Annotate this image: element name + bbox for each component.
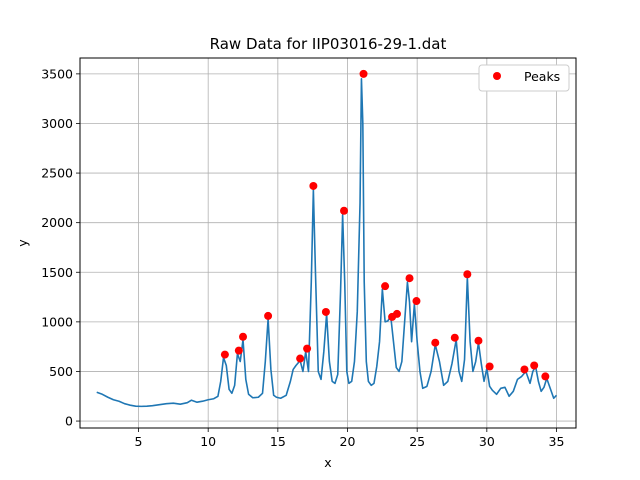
peak-marker [239,332,248,341]
peak-marker [220,350,229,359]
y-tick-label: 3000 [41,116,73,131]
data-line [96,78,558,408]
y-tick-label: 1500 [41,265,73,280]
peak-marker [340,206,349,215]
y-tick-label: 500 [49,364,73,379]
grid-lines [80,58,576,428]
peak-marker [412,297,421,306]
x-tick-label: 20 [340,434,356,449]
peak-marker [405,274,414,283]
x-tick-label: 25 [409,434,425,449]
y-axis-label: y [15,239,30,247]
peak-marker [463,270,472,279]
peak-marker [541,372,550,381]
peak-marker [450,333,459,342]
y-tick-label: 2000 [41,215,73,230]
peak-markers [220,69,550,381]
legend-marker-peaks [493,72,501,80]
y-tick-label: 0 [65,414,73,429]
peak-marker [392,309,401,318]
peak-marker [359,69,368,78]
peak-marker [321,307,330,316]
y-axis-ticks: 0 500 1000 1500 2000 2500 3000 3500 [41,66,80,429]
peak-marker [296,354,305,363]
plot-frame [79,57,577,429]
legend: Peaks [478,64,570,92]
peak-marker [520,365,529,374]
y-tick-label: 2500 [41,166,73,181]
peak-marker [381,282,390,291]
peak-marker [530,361,539,370]
x-axis-label: x [324,455,331,470]
peak-marker [264,311,273,320]
peak-marker [309,181,318,190]
x-axis-ticks: 5 10 15 20 25 30 35 [135,428,565,449]
peak-marker [303,344,312,353]
x-tick-label: 35 [549,434,565,449]
chart-title: Raw Data for IIP03016-29-1.dat [210,35,447,53]
y-tick-label: 1000 [41,314,73,329]
legend-box [478,64,570,92]
x-tick-label: 30 [479,434,495,449]
x-tick-label: 15 [270,434,286,449]
series-layer [96,78,558,408]
peak-marker [234,346,243,355]
legend-label-peaks: Peaks [524,69,560,84]
peak-marker [431,338,440,347]
x-tick-label: 10 [200,434,216,449]
x-tick-label: 5 [135,434,143,449]
peak-marker [474,336,483,345]
peak-marker [485,362,494,371]
y-tick-label: 3500 [41,66,73,81]
